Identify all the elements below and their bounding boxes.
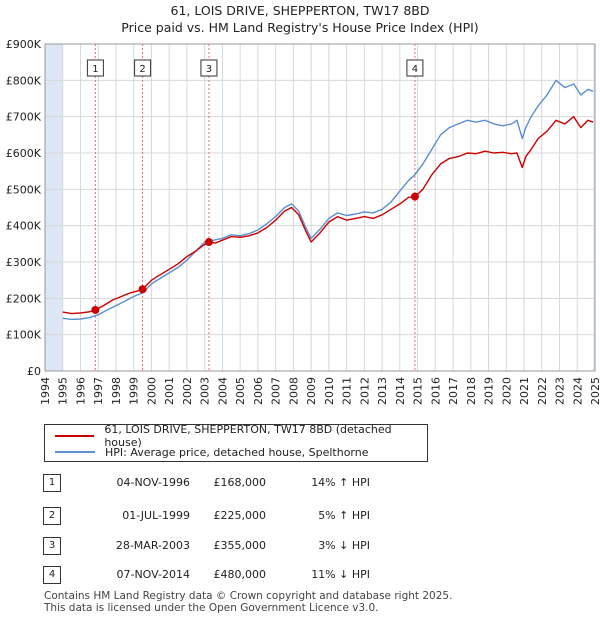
sale-date: 28-MAR-2003 <box>115 539 190 552</box>
footer-license: This data is licensed under the Open Gov… <box>44 602 379 614</box>
x-tick-label: 2023 <box>554 377 567 405</box>
sale-point <box>204 238 213 247</box>
sale-marker-box: 4 <box>406 59 424 77</box>
x-tick-label: 1996 <box>74 377 87 405</box>
x-tick-label: 2013 <box>376 377 389 405</box>
x-tick-label: 2018 <box>465 377 478 405</box>
sale-marker-label: 1 <box>92 64 98 75</box>
legend: 61, LOIS DRIVE, SHEPPERTON, TW17 8BD (de… <box>44 423 428 462</box>
y-tick-label: £100K <box>6 329 42 342</box>
x-tick-label: 2014 <box>394 377 407 405</box>
footer: Contains HM Land Registry data © Crown c… <box>44 590 452 614</box>
x-tick-label: 2016 <box>429 377 442 405</box>
sale-number: 3 <box>43 537 61 555</box>
y-tick-label: £600K <box>6 147 42 160</box>
x-tick-label: 2021 <box>518 377 531 405</box>
table-row: 1 04-NOV-1996 £168,000 14% ↑ HPI <box>0 474 600 492</box>
sale-marker-box-frame <box>134 59 152 77</box>
legend-item-hpi: HPI: Average price, detached house, Spel… <box>55 444 369 460</box>
x-tick-label: 2001 <box>163 377 176 405</box>
legend-swatch-property <box>55 435 95 437</box>
legend-item-property: 61, LOIS DRIVE, SHEPPERTON, TW17 8BD (de… <box>55 423 427 449</box>
sale-hpi-diff: 5% ↑ HPI <box>318 509 370 522</box>
sale-marker-label: 4 <box>412 64 418 75</box>
sale-date: 04-NOV-1996 <box>116 476 190 489</box>
sale-hpi-diff: 3% ↓ HPI <box>318 539 370 552</box>
sale-date: 07-NOV-2014 <box>116 568 190 581</box>
chart-title: 61, LOIS DRIVE, SHEPPERTON, TW17 8BD <box>170 3 430 18</box>
sale-point <box>91 305 100 314</box>
x-tick-label: 2002 <box>181 377 194 405</box>
sale-marker-box-frame <box>200 59 218 77</box>
sale-price: £355,000 <box>213 539 267 552</box>
x-tick-label: 1999 <box>128 377 141 405</box>
x-tick-label: 1994 <box>39 377 52 405</box>
table-row: 4 07-NOV-2014 £480,000 11% ↓ HPI <box>0 566 600 584</box>
footer-copyright: Contains HM Land Registry data © Crown c… <box>44 590 453 602</box>
y-tick-label: £500K <box>6 183 42 196</box>
y-tick-label: £200K <box>6 292 42 305</box>
x-tick-label: 2008 <box>287 377 300 405</box>
table-row: 3 28-MAR-2003 £355,000 3% ↓ HPI <box>0 537 600 555</box>
sale-marker-box: 3 <box>200 59 218 77</box>
y-tick-label: £900K <box>6 38 42 51</box>
sale-hpi-diff: 14% ↑ HPI <box>311 476 370 489</box>
x-tick-label: 2010 <box>323 377 336 405</box>
sale-marker-box: 1 <box>86 59 104 77</box>
sale-hpi-diff: 11% ↓ HPI <box>311 568 370 581</box>
sale-point <box>410 192 419 201</box>
plot-area <box>45 44 595 371</box>
x-tick-label: 2009 <box>305 377 318 405</box>
sale-marker-box-frame <box>86 59 104 77</box>
sale-date: 01-JUL-1999 <box>122 509 190 522</box>
x-tick-label: 2025 <box>589 377 600 405</box>
sale-price: £480,000 <box>213 568 267 581</box>
series-line-hpi <box>62 79 594 321</box>
x-tick-label: 2000 <box>145 377 158 405</box>
x-tick-label: 2006 <box>252 377 265 405</box>
legend-swatch-hpi <box>55 451 95 453</box>
x-tick-label: 2020 <box>500 377 513 405</box>
y-tick-label: £700K <box>6 111 42 124</box>
sale-marker-label: 2 <box>139 64 145 75</box>
x-tick-label: 2005 <box>234 377 247 405</box>
plot-frame <box>44 43 596 372</box>
shaded-range <box>45 44 63 371</box>
legend-label-property: 61, LOIS DRIVE, SHEPPERTON, TW17 8BD (de… <box>104 423 392 449</box>
chart-subtitle: Price paid vs. HM Land Registry's House … <box>121 20 479 35</box>
price-chart: £0 £100K £200K £300K £400K £500K £600K £700K £80… <box>6 38 600 405</box>
sale-point <box>138 285 147 294</box>
x-tick-label: 1998 <box>110 377 123 405</box>
sale-marker-label: 3 <box>206 64 212 75</box>
sale-number: 2 <box>43 507 61 525</box>
sale-number: 1 <box>43 474 61 492</box>
x-tick-label: 2003 <box>199 377 212 405</box>
y-tick-label: £0 <box>27 365 41 378</box>
x-tick-label: 2022 <box>536 377 549 405</box>
y-tick-label: £300K <box>6 256 42 269</box>
sale-marker-box: 2 <box>134 59 152 77</box>
table-row: 2 01-JUL-1999 £225,000 5% ↑ HPI <box>0 507 600 525</box>
x-tick-label: 2015 <box>412 377 425 405</box>
x-tick-label: 2004 <box>216 377 229 405</box>
sale-marker-box-frame <box>406 59 424 77</box>
x-tick-label: 2024 <box>571 377 584 405</box>
sale-number: 4 <box>43 566 61 584</box>
x-tick-label: 2019 <box>483 377 496 405</box>
y-tick-label: £400K <box>6 220 42 233</box>
series-line-property <box>62 116 594 315</box>
x-tick-label: 2011 <box>341 377 354 405</box>
x-tick-label: 2012 <box>358 377 371 405</box>
x-tick-label: 1997 <box>92 377 105 405</box>
x-tick-label: 2007 <box>270 377 283 405</box>
shaded-range <box>593 44 595 371</box>
sale-price: £168,000 <box>213 476 267 489</box>
sale-price: £225,000 <box>213 509 267 522</box>
y-tick-label: £800K <box>6 74 42 87</box>
legend-label-hpi: HPI: Average price, detached house, Spel… <box>105 445 369 459</box>
x-tick-label: 1995 <box>57 377 70 405</box>
x-tick-label: 2017 <box>447 377 460 405</box>
